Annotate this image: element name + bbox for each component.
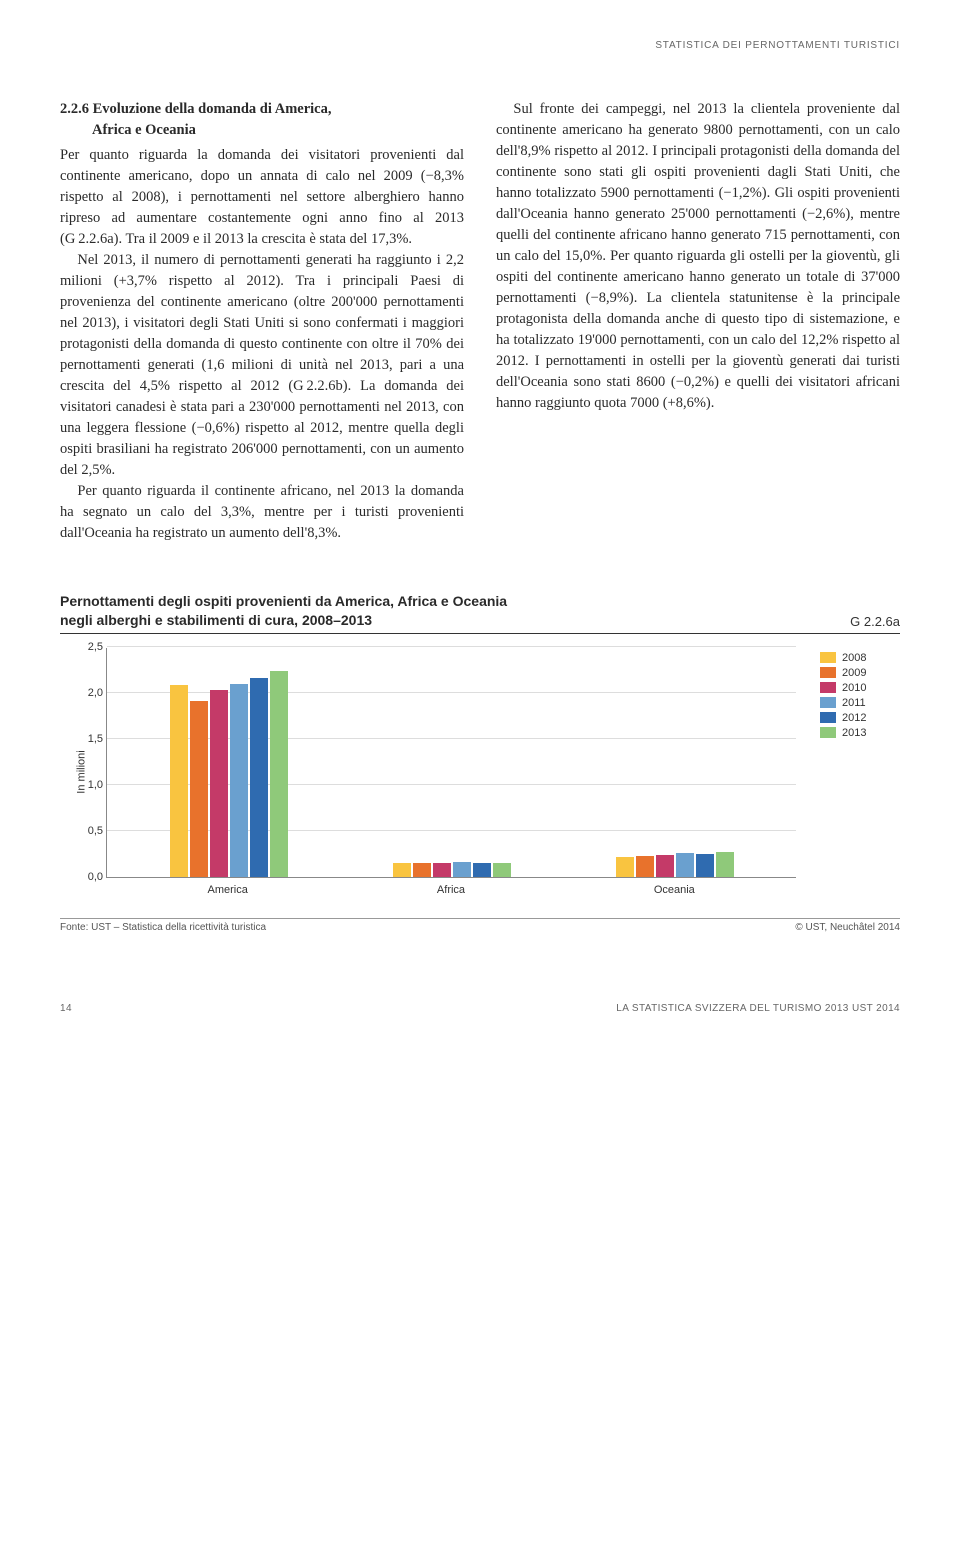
legend-item: 2013 [820, 727, 900, 739]
gridline [107, 646, 796, 647]
chart-title-row: Pernottamenti degli ospiti provenienti d… [60, 592, 900, 633]
chart-source-right: © UST, Neuchâtel 2014 [795, 922, 900, 933]
plot-inner: 0,00,51,01,52,02,5 America Africa Oceania [78, 648, 796, 896]
chart-footer: Fonte: UST – Statistica della ricettivit… [60, 918, 900, 933]
legend-swatch [820, 697, 836, 708]
bars-layer [107, 648, 796, 877]
legend-label: 2011 [842, 697, 866, 709]
legend-item: 2009 [820, 667, 900, 679]
chart-source-left: Fonte: UST – Statistica della ricettivit… [60, 922, 266, 933]
bar [230, 684, 248, 877]
legend-item: 2011 [820, 697, 900, 709]
body-text-left: Per quanto riguarda la domanda dei visit… [60, 145, 464, 544]
section-title-l2: Africa e Oceania [60, 120, 464, 141]
bar [716, 852, 734, 877]
legend-label: 2008 [842, 652, 866, 664]
legend-swatch [820, 667, 836, 678]
right-column: Sul fronte dei campeggi, nel 2013 la cli… [496, 99, 900, 544]
chart-area: In milioni 0,00,51,01,52,02,5 America Afr… [60, 648, 900, 896]
page-number: 14 [60, 1003, 72, 1014]
bar [413, 863, 431, 877]
legend-label: 2009 [842, 667, 866, 679]
para-3: Per quanto riguarda il continente africa… [60, 481, 464, 544]
bar [696, 854, 714, 877]
legend-item: 2012 [820, 712, 900, 724]
legend-swatch [820, 727, 836, 738]
body-columns: 2.2.6 Evoluzione della domanda di Americ… [60, 99, 900, 544]
legend-label: 2010 [842, 682, 866, 694]
bar [170, 685, 188, 876]
bar-group [616, 648, 734, 877]
y-tick-label: 0,0 [77, 871, 103, 883]
bar [636, 856, 654, 876]
para-r1: Sul fronte dei campeggi, nel 2013 la cli… [496, 99, 900, 414]
legend-label: 2013 [842, 727, 866, 739]
bar [393, 863, 411, 877]
plot-wrap: In milioni 0,00,51,01,52,02,5 America Afr… [60, 648, 796, 896]
bar [210, 690, 228, 877]
para-2: Nel 2013, il numero di pernottamenti gen… [60, 250, 464, 481]
legend-swatch [820, 712, 836, 723]
legend-swatch [820, 682, 836, 693]
y-tick-label: 1,0 [77, 779, 103, 791]
body-text-right: Sul fronte dei campeggi, nel 2013 la cli… [496, 99, 900, 414]
bar [453, 862, 471, 877]
chart-title: Pernottamenti degli ospiti provenienti d… [60, 592, 507, 628]
page-footer: 14 LA STATISTICA SVIZZERA DEL TURISMO 20… [60, 1003, 900, 1014]
chart-block: Pernottamenti degli ospiti provenienti d… [60, 592, 900, 932]
bar [250, 678, 268, 877]
doc-title-footer: LA STATISTICA SVIZZERA DEL TURISMO 2013 … [616, 1003, 900, 1014]
bar [433, 863, 451, 877]
section-number: 2.2.6 [60, 101, 89, 117]
bar [493, 863, 511, 877]
y-tick-label: 2,0 [77, 687, 103, 699]
x-tick-label: Oceania [614, 884, 734, 896]
running-header: STATISTICA DEI PERNOTTAMENTI TURISTICI [60, 40, 900, 51]
section-title: 2.2.6 Evoluzione della domanda di Americ… [60, 99, 464, 141]
legend-item: 2010 [820, 682, 900, 694]
y-tick-label: 0,5 [77, 825, 103, 837]
bar [473, 863, 491, 877]
y-tick-label: 1,5 [77, 733, 103, 745]
legend: 2008 2009 2010 2011 2012 2013 [820, 648, 900, 742]
y-tick-label: 2,5 [77, 641, 103, 653]
x-tick-label: Africa [391, 884, 511, 896]
plot: 0,00,51,01,52,02,5 [106, 648, 796, 878]
x-axis-labels: America Africa Oceania [106, 878, 796, 896]
bar-group [393, 648, 511, 877]
legend-swatch [820, 652, 836, 663]
chart-id: G 2.2.6a [850, 614, 900, 629]
para-1: Per quanto riguarda la domanda dei visit… [60, 145, 464, 250]
bar [656, 855, 674, 877]
section-title-l1: Evoluzione della domanda di America, [93, 101, 332, 117]
legend-label: 2012 [842, 712, 866, 724]
x-tick-label: America [168, 884, 288, 896]
left-column: 2.2.6 Evoluzione della domanda di Americ… [60, 99, 464, 544]
bar-group [170, 648, 288, 877]
bar [616, 857, 634, 876]
legend-item: 2008 [820, 652, 900, 664]
bar [676, 853, 694, 877]
bar [270, 671, 288, 877]
bar [190, 701, 208, 877]
y-label-wrap: In milioni [60, 648, 78, 896]
